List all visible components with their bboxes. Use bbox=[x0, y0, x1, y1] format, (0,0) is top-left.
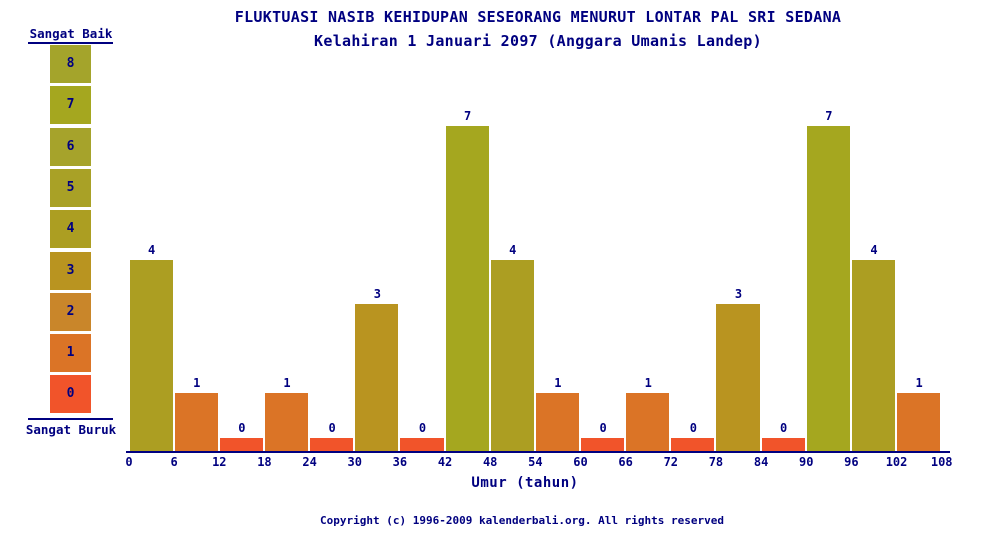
bar-age-24-30 bbox=[310, 438, 354, 451]
bar-value-label: 0 bbox=[780, 421, 788, 435]
bar-age-54-60 bbox=[535, 393, 579, 451]
x-axis-title: Umur (tahun) bbox=[471, 475, 579, 491]
legend-box-6: 6 bbox=[50, 127, 91, 166]
bar-value-label: 0 bbox=[238, 421, 246, 435]
bar-value-label: 0 bbox=[328, 421, 336, 435]
bar-age-78-84 bbox=[716, 304, 760, 451]
bar-age-30-36 bbox=[355, 304, 399, 451]
bar-age-36-42 bbox=[400, 438, 444, 451]
x-tick-66: 66 bbox=[618, 455, 633, 469]
x-tick-96: 96 bbox=[844, 455, 859, 469]
bar-value-label: 4 bbox=[509, 242, 517, 257]
bar-age-96-102 bbox=[851, 259, 896, 451]
legend-best-label: Sangat Baik bbox=[29, 26, 113, 41]
x-tick-36: 36 bbox=[392, 455, 408, 469]
bar-value-label: 7 bbox=[825, 108, 833, 123]
x-axis-line bbox=[126, 451, 950, 453]
legend-box-0: 0 bbox=[50, 375, 91, 414]
x-tick-60: 60 bbox=[573, 455, 588, 469]
chart-subtitle: Kelahiran 1 Januari 2097 (Anggara Umanis… bbox=[314, 32, 762, 50]
x-tick-0: 0 bbox=[125, 455, 133, 469]
x-tick-24: 24 bbox=[302, 455, 317, 469]
bar-value-label: 4 bbox=[147, 242, 156, 257]
bar-age-66-72 bbox=[626, 393, 670, 451]
legend-bottom-rule bbox=[28, 418, 113, 420]
bar-value-label: 1 bbox=[283, 376, 291, 391]
bar-age-42-48 bbox=[445, 125, 489, 451]
bar-age-90-96 bbox=[806, 125, 850, 451]
x-tick-30: 30 bbox=[347, 455, 362, 469]
x-tick-90: 90 bbox=[799, 455, 814, 469]
x-tick-108: 108 bbox=[930, 455, 953, 469]
bar-value-label: 1 bbox=[915, 376, 923, 391]
x-tick-54: 54 bbox=[528, 455, 543, 469]
legend-worst-label: Sangat Buruk bbox=[25, 422, 117, 437]
legend-box-3: 3 bbox=[50, 251, 91, 290]
x-tick-48: 48 bbox=[482, 455, 498, 469]
bar-value-label: 0 bbox=[418, 421, 427, 435]
bar-value-label: 7 bbox=[464, 108, 472, 123]
bar-value-label: 1 bbox=[193, 376, 201, 391]
chart-title: FLUKTUASI NASIB KEHIDUPAN SESEORANG MENU… bbox=[234, 8, 842, 26]
bar-value-label: 0 bbox=[689, 421, 697, 435]
bar-value-label: 1 bbox=[554, 376, 562, 391]
x-tick-72: 72 bbox=[663, 455, 679, 469]
legend-box-4: 4 bbox=[50, 210, 91, 249]
bar-age-102-108 bbox=[897, 393, 941, 451]
bar-age-60-66 bbox=[581, 438, 625, 451]
legend-box-5: 5 bbox=[50, 168, 91, 207]
bar-age-12-18 bbox=[219, 438, 263, 451]
x-tick-42: 42 bbox=[437, 455, 453, 469]
x-tick-78: 78 bbox=[708, 455, 724, 469]
bar-value-label: 0 bbox=[599, 421, 607, 435]
x-tick-18: 18 bbox=[257, 455, 272, 469]
bar-value-label: 1 bbox=[644, 376, 652, 391]
legend-box-8: 8 bbox=[50, 45, 91, 83]
bar-age-72-78 bbox=[671, 438, 715, 451]
x-tick-6: 6 bbox=[170, 455, 178, 469]
bar-value-label: 3 bbox=[734, 287, 743, 302]
legend-top-rule bbox=[28, 42, 113, 44]
bar-value-label: 4 bbox=[870, 242, 878, 257]
bar-age-0-6 bbox=[129, 259, 173, 451]
bar-value-label: 3 bbox=[373, 287, 381, 302]
legend-box-1: 1 bbox=[50, 334, 91, 373]
bar-age-84-90 bbox=[761, 438, 805, 451]
bar-age-6-12 bbox=[174, 393, 218, 451]
bar-age-18-24 bbox=[264, 393, 309, 451]
x-tick-84: 84 bbox=[753, 455, 769, 469]
x-tick-102: 102 bbox=[885, 455, 908, 469]
bar-age-48-54 bbox=[490, 259, 534, 451]
copyright-text: Copyright (c) 1996-2009 kalenderbali.org… bbox=[320, 514, 724, 527]
legend-box-7: 7 bbox=[50, 86, 91, 125]
legend-box-2: 2 bbox=[50, 292, 91, 331]
x-tick-12: 12 bbox=[212, 455, 227, 469]
